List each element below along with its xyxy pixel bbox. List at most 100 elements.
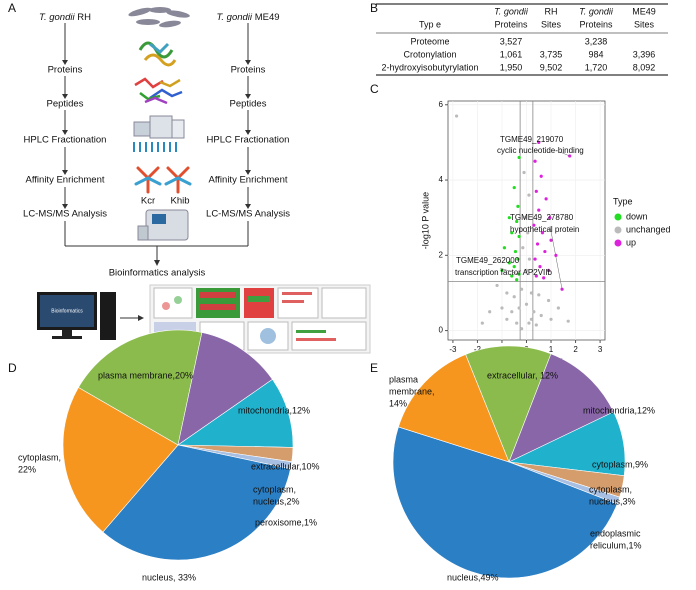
pie-slice [465, 345, 552, 463]
hplc-instrument [133, 115, 185, 152]
step-label: Peptides [47, 99, 84, 110]
slice-label: peroxisome,1% [255, 517, 317, 527]
antibody-label: Khib [170, 196, 189, 207]
legend-title: Type [613, 196, 633, 206]
workflow: T. gondii RH T. gondii ME49 Kcr Khib Pro… [23, 7, 371, 354]
table-cell: 3,396 [633, 49, 656, 59]
point [512, 265, 516, 269]
pie-slice [508, 353, 615, 463]
point [505, 291, 509, 295]
point [517, 155, 521, 160]
table-cell: 1,720 [585, 62, 608, 72]
point [480, 321, 484, 325]
pie-slice [398, 354, 510, 463]
point [539, 313, 543, 318]
point [527, 321, 531, 325]
point [515, 278, 519, 282]
slice-label: plasma [389, 374, 418, 384]
point [527, 257, 532, 261]
slice-label: membrane, [389, 386, 435, 396]
point [533, 257, 537, 261]
point [500, 306, 504, 310]
table-cell: 984 [588, 49, 603, 59]
slice-label: cytoplasm, [253, 484, 296, 494]
peptides [134, 77, 183, 105]
pie-slice [177, 378, 294, 448]
point [524, 302, 529, 306]
pie-slice [62, 387, 179, 533]
y-tick-label: 2 [439, 250, 444, 259]
step-label: Proteins [48, 65, 83, 76]
y-tick-label: 4 [439, 175, 444, 184]
annotation: TGME49_278780 [510, 213, 574, 222]
annotation-leader [559, 151, 570, 157]
table-header: Sites [634, 19, 655, 29]
parasites [128, 7, 190, 28]
point [507, 216, 511, 220]
annotation: TGME49_262000 [456, 256, 520, 265]
point [519, 327, 524, 331]
point [538, 265, 542, 269]
table-cell: 8,092 [633, 62, 656, 72]
slice-label: 22% [18, 464, 36, 474]
antibody-label: Kcr [141, 196, 155, 207]
point [516, 204, 520, 208]
slice-label: extracellular,10% [251, 461, 320, 471]
y-axis-label: -log10 P value [420, 192, 430, 249]
point [535, 242, 540, 246]
charts: -3-2-101230246Log2 (fold change)-log10 P… [18, 100, 671, 583]
table-cell: Crotonylation [403, 49, 456, 59]
step-label: Proteins [231, 65, 266, 76]
slice-label: mitochondria,12% [583, 405, 655, 415]
point [502, 246, 507, 250]
pie-slice [177, 332, 273, 446]
x-tick-label: 3 [598, 345, 603, 354]
point [534, 189, 538, 193]
step-label: LC-MS/MS Analysis [206, 209, 290, 220]
slice-label: cytoplasm, [18, 452, 61, 462]
point [510, 231, 514, 235]
slice-label: plasma membrane,20% [98, 370, 193, 380]
final-step: Bioinformatics analysis [109, 268, 206, 279]
point [546, 298, 551, 303]
slice-label: 14% [389, 398, 407, 408]
table-header: RH [545, 6, 558, 16]
y-tick-label: 6 [439, 100, 444, 109]
annotation: transcription factor AP2VIIb [455, 268, 552, 277]
computer [37, 292, 116, 340]
point [537, 293, 541, 297]
slice-label: mitochondria,12% [238, 405, 310, 415]
annotation-leader [549, 225, 563, 290]
flow-lines [64, 23, 249, 319]
panel-labels: A B C D E [8, 1, 379, 375]
slice-label: nucleus,3% [589, 496, 636, 506]
point [515, 321, 519, 325]
point [505, 317, 509, 321]
table-cell: 1,950 [500, 62, 523, 72]
point [500, 268, 504, 272]
point [495, 283, 499, 288]
step-label: LC-MS/MS Analysis [23, 209, 107, 220]
annotation-leader [499, 267, 520, 275]
legend-label: unchanged [626, 224, 671, 234]
point [568, 154, 572, 158]
y-tick-label: 0 [439, 326, 444, 335]
point [527, 193, 531, 197]
panel-label: A [8, 1, 16, 15]
point [517, 234, 521, 239]
table-header: T. gondii [494, 6, 529, 16]
x-tick-label: -2 [474, 345, 482, 354]
panel-label: B [370, 1, 378, 15]
table-cell: 2-hydroxyisobutyrylation [381, 62, 478, 72]
point [554, 253, 558, 257]
slice-label: nucleus,2% [253, 496, 300, 506]
panel-label: C [370, 82, 379, 96]
point [544, 197, 548, 201]
panel-label: E [370, 361, 378, 375]
table-header: T. gondii [579, 6, 614, 16]
protein-structure [138, 41, 177, 67]
point [549, 317, 553, 321]
slice-label: cytoplasm, [589, 484, 632, 494]
point [539, 174, 543, 178]
x-tick-label: 2 [573, 345, 578, 354]
